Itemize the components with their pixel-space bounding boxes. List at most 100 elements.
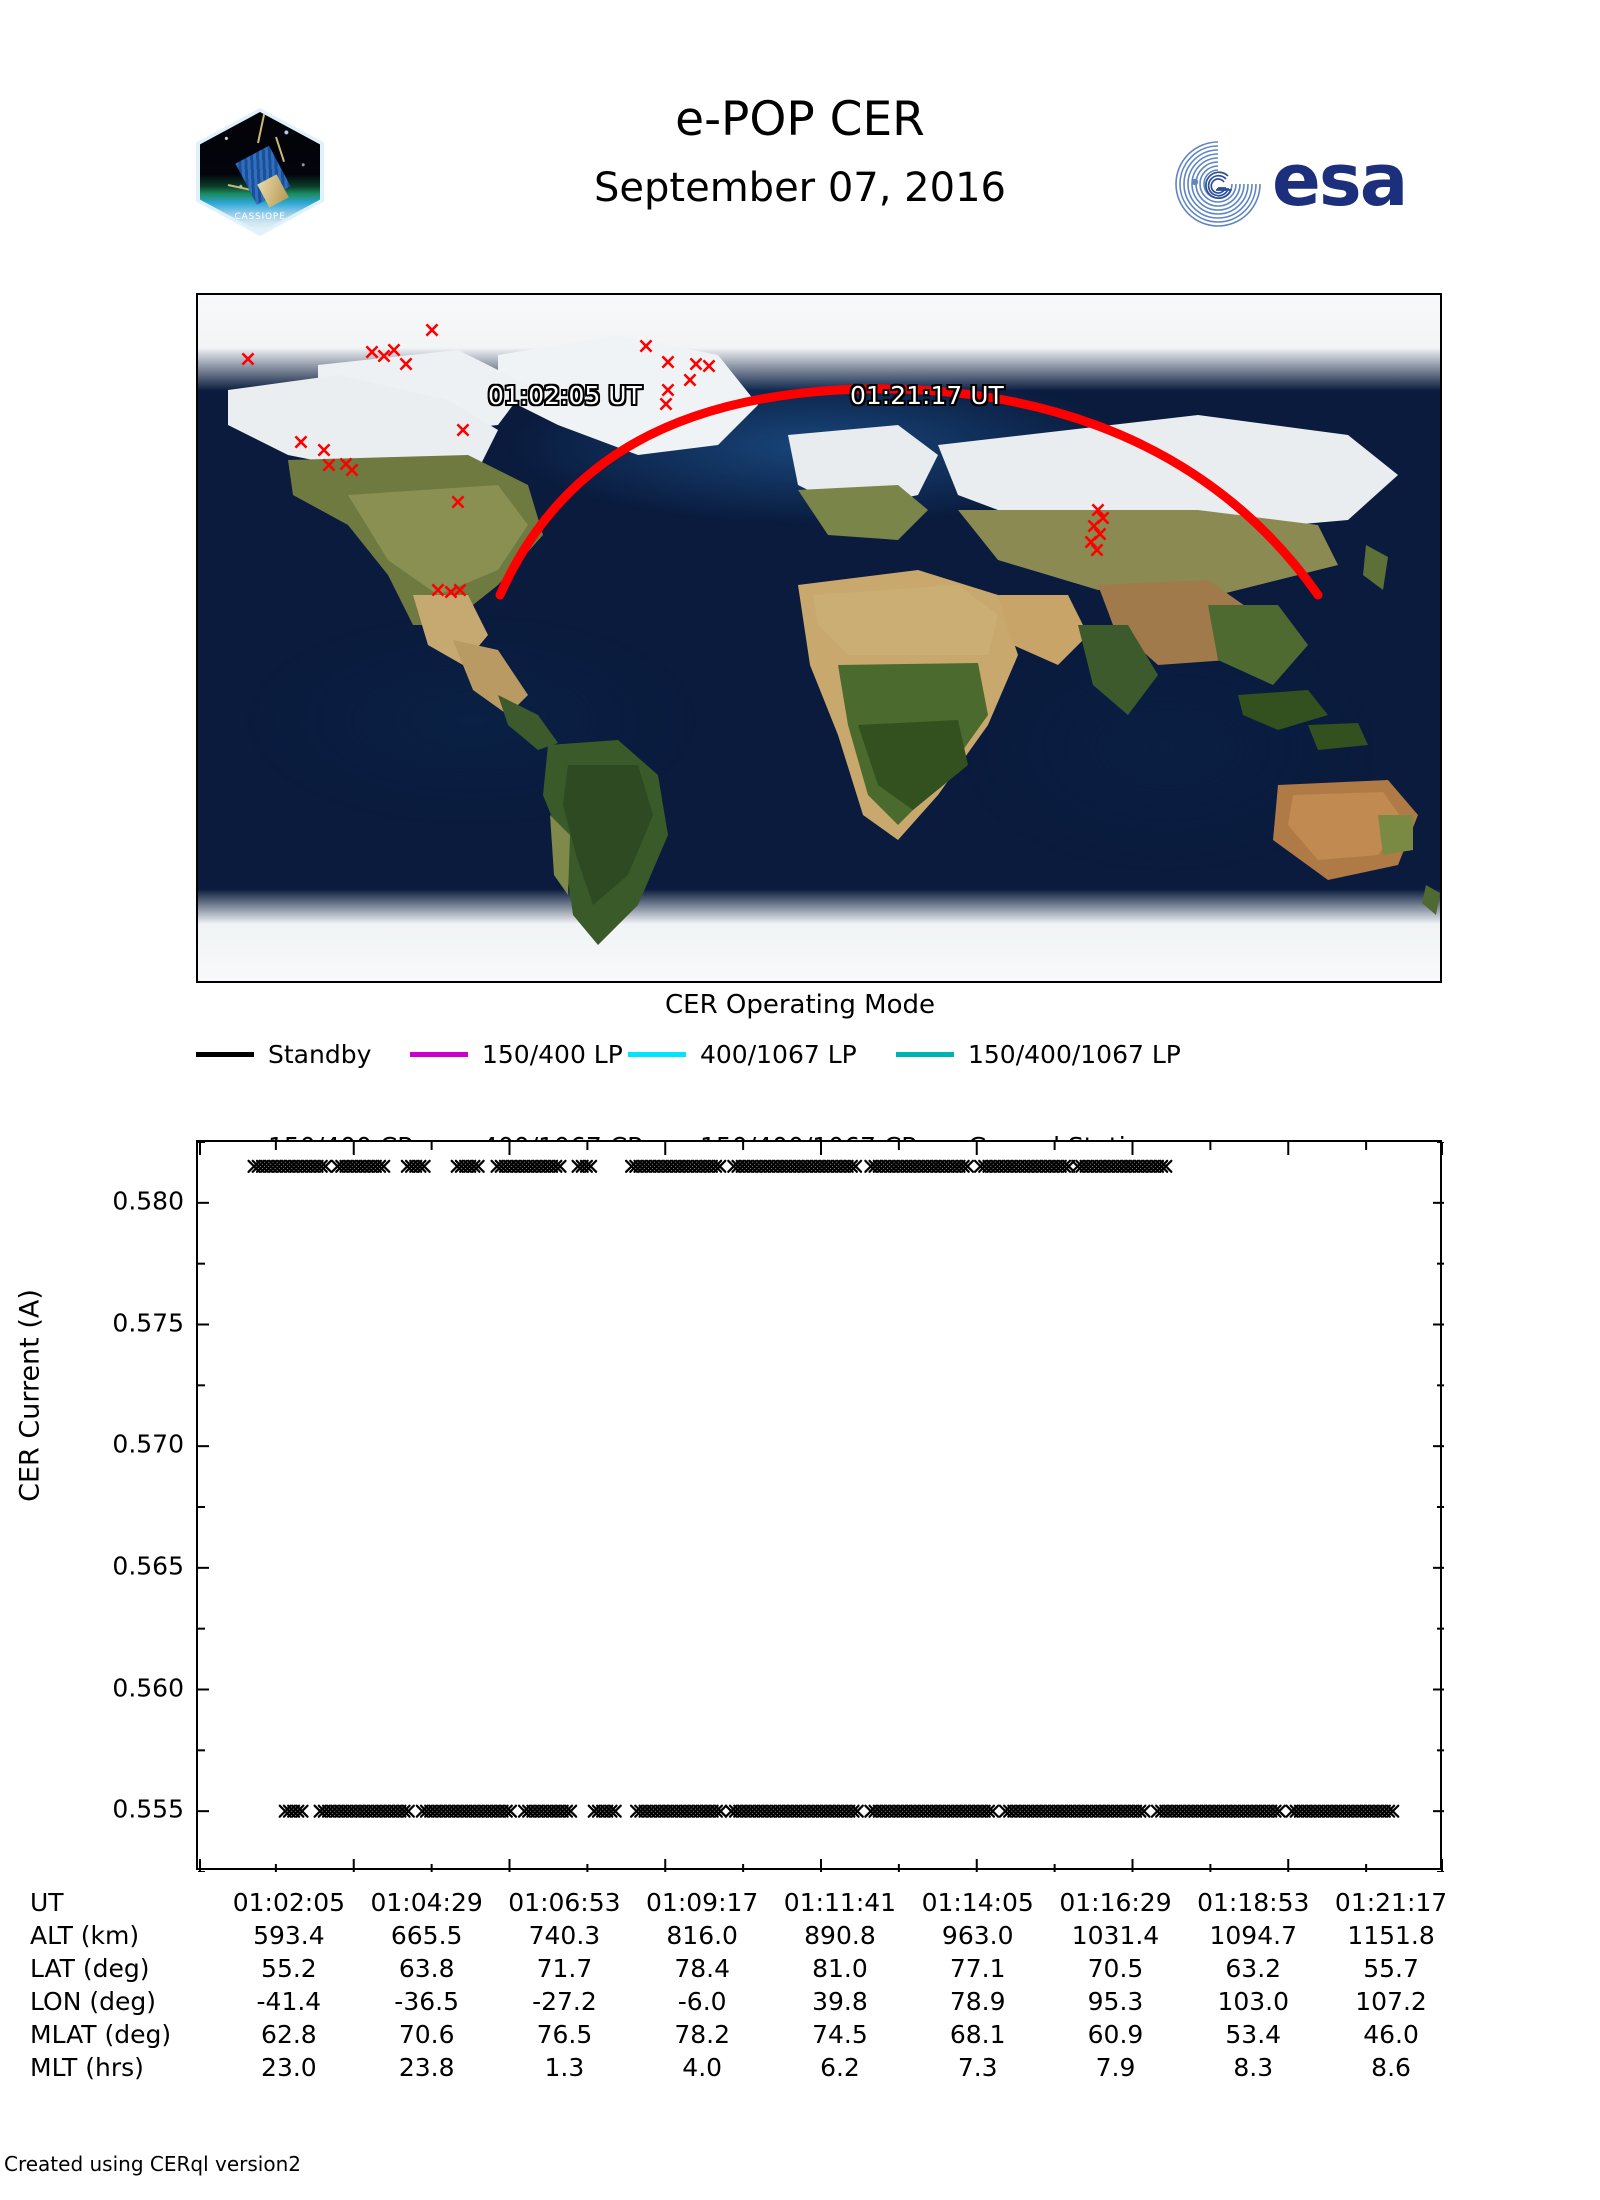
legend-color-swatch — [628, 1052, 686, 1057]
ground-station-marker: × — [314, 438, 334, 463]
table-cell: 53.4 — [1225, 2020, 1282, 2049]
ground-station-marker: × — [448, 490, 468, 515]
table-cell: 1094.7 — [1209, 1921, 1297, 1950]
table-cell: 7.9 — [1095, 2053, 1136, 2082]
table-cell: 55.7 — [1363, 1954, 1419, 1983]
table-cell: 74.5 — [812, 2020, 868, 2049]
legend-label: 150/400 LP — [482, 1040, 623, 1069]
ground-station-marker: × — [374, 344, 394, 369]
table-row-header: UT — [30, 1888, 64, 1917]
track-start-time: 01:02:05 UT — [488, 381, 642, 410]
page-header: CASSIOPE e-POP CER September 07, 2016 — [0, 0, 1600, 270]
legend-title: CER Operating Mode — [664, 990, 935, 1020]
legend-item[interactable]: 150/400 LP — [410, 1040, 623, 1069]
y-axis-tick-label: 0.565 — [112, 1551, 184, 1581]
ground-station-marker: × — [658, 350, 678, 375]
ground-station-marker: × — [1090, 522, 1110, 547]
table-row-header: MLT (hrs) — [30, 2053, 144, 2082]
legend-color-swatch — [410, 1052, 468, 1057]
ground-station-marker: × — [680, 368, 700, 393]
page-title: e-POP CER — [675, 92, 925, 147]
table-row: MLT (hrs) 23.0 23.8 1.3 4.0 6.2 7.3 7.9 8.3 8.6 — [30, 2051, 1460, 2084]
table-row: UT 01:02:05 01:04:29 01:06:53 01:09:17 01:11:… — [30, 1886, 1460, 1919]
table-cell: 81.0 — [812, 1954, 868, 1983]
table-cell: 70.5 — [1087, 1954, 1144, 1983]
page-date: September 07, 2016 — [594, 165, 1006, 211]
table-cell: 63.2 — [1225, 1954, 1282, 1983]
legend-item[interactable]: Standby — [196, 1040, 371, 1069]
table-cell: 01:06:53 — [508, 1888, 621, 1917]
map-landmasses — [228, 335, 1440, 945]
table-cell: 23.8 — [398, 2053, 455, 2082]
legend-item[interactable]: 400/1067 LP — [628, 1040, 857, 1069]
table-cell: 01:14:05 — [921, 1888, 1034, 1917]
table-cell: 1151.8 — [1347, 1921, 1435, 1950]
chart-plot-area[interactable] — [196, 1140, 1444, 1872]
ground-station-marker: × — [699, 354, 719, 379]
table-cell: 76.5 — [536, 2020, 593, 2049]
table-cell: 39.8 — [812, 1987, 868, 2016]
table-cell: 78.4 — [674, 1954, 731, 1983]
table-cell: 63.8 — [398, 1954, 455, 1983]
table-row: LAT (deg) 55.2 63.8 71.7 78.4 81.0 77.1 70.5 63.… — [30, 1952, 1460, 1985]
table-cell: 8.3 — [1233, 2053, 1274, 2082]
table-cell: 6.2 — [820, 2053, 860, 2082]
ground-station-marker: × — [291, 430, 311, 455]
legend-color-swatch — [196, 1052, 254, 1057]
table-cell: 665.5 — [390, 1921, 463, 1950]
table-cell: -36.5 — [394, 1987, 459, 2016]
footer-credit: Created using CERql version2 — [4, 2152, 301, 2176]
esa-swirl-icon — [1175, 141, 1261, 227]
ground-station-marker: × — [336, 452, 356, 477]
table-cell: 55.2 — [261, 1954, 317, 1983]
table-cell: 60.9 — [1087, 2020, 1144, 2049]
table-cell: 77.1 — [949, 1954, 1006, 1983]
ground-station-marker: × — [1087, 538, 1107, 563]
antarctic-ice-cap — [198, 889, 1440, 981]
ground-station-marker: × — [1088, 498, 1108, 523]
legend: Standby 150/400 LP 400/1067 LP 150/400/1067… — [196, 1040, 1442, 1161]
table-cell: 70.6 — [398, 2020, 455, 2049]
ground-station-marker: × — [396, 352, 416, 377]
table-row-header: LON (deg) — [30, 1987, 156, 2016]
table-cell: 78.9 — [949, 1987, 1006, 2016]
table-cell: 816.0 — [666, 1921, 738, 1950]
legend-row: 150/400 CP400/1067 CP150/400/1067 CP×Gro… — [196, 1086, 1442, 1161]
table-cell: 7.3 — [957, 2053, 998, 2082]
ground-station-marker: × — [450, 578, 470, 603]
table-cell: 01:18:53 — [1197, 1888, 1310, 1917]
table-cell: 78.2 — [674, 2020, 731, 2049]
table-cell: 593.4 — [253, 1921, 325, 1950]
ground-station-marker: × — [1081, 530, 1101, 555]
table-cell: 01:21:17 — [1334, 1888, 1448, 1917]
table-cell: 1031.4 — [1071, 1921, 1160, 1950]
satellite-ground-track — [495, 384, 1323, 600]
ground-station-marker: × — [342, 458, 362, 483]
ground-station-marker: × — [384, 338, 404, 363]
legend-label: 150/400/1067 LP — [968, 1040, 1181, 1069]
table-cell: 1.3 — [544, 2053, 585, 2082]
chart-canvas — [198, 1142, 1444, 1872]
legend-row: Standby 150/400 LP 400/1067 LP 150/400/1067… — [196, 1040, 1442, 1086]
table-cell: 46.0 — [1363, 2020, 1419, 2049]
ground-station-marker: × — [422, 318, 442, 343]
table-row-header: MLAT (deg) — [30, 2020, 172, 2049]
table-cell: 95.3 — [1087, 1987, 1144, 2016]
ground-station-marker: × — [319, 453, 339, 478]
table-cell: 71.7 — [536, 1954, 593, 1983]
y-axis-tick-label: 0.560 — [112, 1673, 184, 1702]
ground-station-marker: × — [1093, 506, 1113, 531]
esa-dot-icon — [1191, 178, 1199, 186]
table-cell: 01:04:29 — [370, 1888, 483, 1917]
y-axis-tick-label: 0.575 — [112, 1308, 184, 1337]
table-cell: 107.2 — [1355, 1987, 1427, 2016]
legend-item[interactable]: 150/400/1067 LP — [896, 1040, 1181, 1069]
table-row: MLAT (deg) 62.8 70.6 76.5 78.2 74.5 68.1 60.9 53… — [30, 2018, 1460, 2051]
world-map[interactable]: × × × × × × × × × × × × × × × × × × × × × × × × × × × × × 01:02:05 U… — [196, 293, 1442, 983]
y-axis-tick-label: 0.555 — [112, 1794, 184, 1824]
ground-station-marker: × — [636, 334, 656, 359]
legend-label: 400/1067 LP — [700, 1040, 857, 1069]
satellite-boom-icon — [257, 113, 266, 144]
table-cell: 23.0 — [261, 2053, 317, 2082]
satellite-boom-icon — [275, 136, 285, 163]
